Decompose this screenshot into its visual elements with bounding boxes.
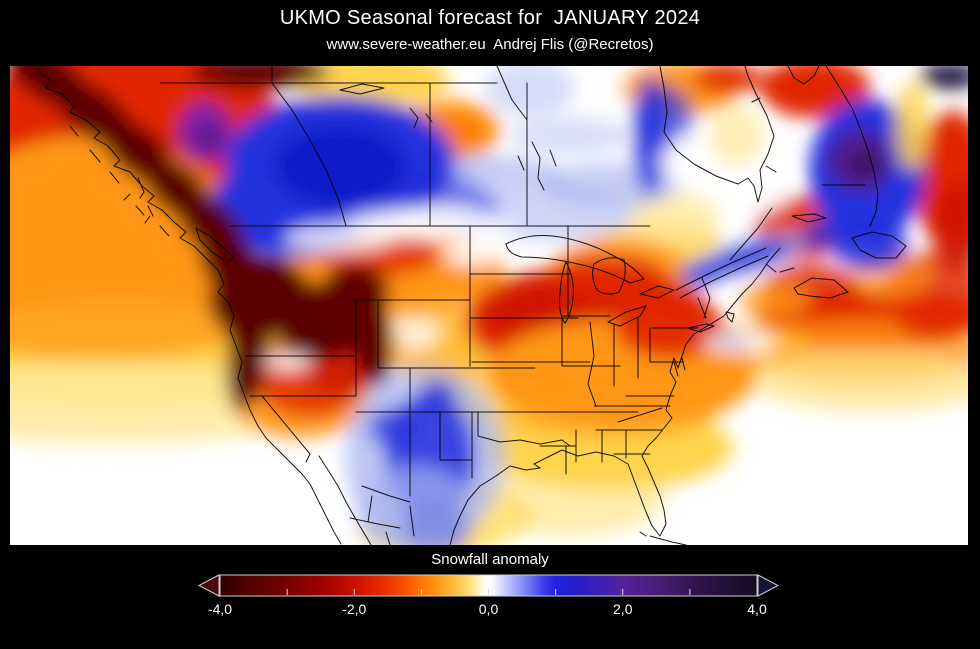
anomaly-blob [849,150,881,178]
coastline-east-gulf [449,247,781,545]
anomaly-blob [693,66,763,94]
lake-ontario [639,285,675,299]
colorbar-tick-label: -4,0 [208,601,232,617]
vancouver-island [195,227,235,263]
ungava-bay [787,66,820,85]
anomaly-blob [351,290,393,386]
border-bc-alberta [271,66,347,227]
colorbar-minor-ticks [286,589,691,595]
hudson-bay-coast [659,66,775,203]
anomaly-blob [832,222,908,270]
border-sask-manitoba [496,66,528,227]
colorbar-title: Snowfall anomaly [431,551,549,568]
colorbar-right-arrow [757,574,780,597]
page-title: UKMO Seasonal forecast for JANUARY 2024 [279,7,701,29]
lake-superior [505,235,645,284]
anomaly-blob [285,224,395,252]
snowfall-anomaly-map [10,66,968,545]
anomaly-blob [714,162,790,214]
mexico-state-lines [349,485,415,545]
colorbar-tick-label: 2,0 [613,601,633,617]
lake-athabasca [339,83,385,95]
nova-scotia [793,277,849,299]
anomaly-blob [696,240,794,276]
anomaly-blob [190,66,330,88]
cape-cod [725,311,735,323]
anomaly-blob [550,253,670,303]
anomaly-blob [708,106,764,166]
border-ontario-quebec [729,207,773,261]
state-borders-east [575,297,707,463]
colorbar-left-arrow [197,574,220,597]
anomaly-blob [752,351,968,411]
anomaly-blob [396,320,440,348]
lake-erie [607,305,647,327]
anomaly-blob [895,81,929,171]
lake-huron [592,257,626,295]
state-borders-west [245,225,639,497]
anomaly-blob [290,66,450,106]
anomaly-blob [920,66,968,89]
anomaly-blob [264,355,312,369]
anomaly-blob [420,380,456,412]
anomaly-blob [368,408,420,448]
anticosti-island [791,213,827,223]
reindeer-lake [409,107,433,129]
colorbar-tick-label: 0,0 [479,601,499,617]
quebec-lakes [701,97,777,319]
labrador-coast [825,66,879,227]
chesapeake-bay [673,357,686,377]
coastline-gulf-california [318,455,372,545]
anomaly-blob [680,262,720,286]
anomaly-blob [714,336,750,348]
colorbar-tick-labels: -4,0 -2,0 0,0 2,0 4,0 [208,601,767,617]
pei-new-brunswick [765,263,795,273]
anomaly-blob [740,283,810,319]
anomaly-blob [10,269,270,359]
lake-michigan [559,261,574,324]
forecast-map [10,66,968,545]
credit-line: www.severe-weather.eu Andrej Flis (@Recr… [326,36,654,53]
cuba [639,531,687,545]
anomaly-blob [637,86,693,156]
anomaly-blob [195,124,221,152]
anomaly-blob [275,126,405,206]
colorbar: -4,0 -2,0 0,0 2,0 4,0 [197,574,780,617]
state-borders-plains [469,225,621,475]
long-island [687,323,715,333]
lake-winnipeg [517,141,557,191]
anomaly-blob [760,66,870,118]
anomaly-blob [444,242,500,266]
anomaly-blob [510,116,630,156]
map-borders [37,66,907,545]
anomaly-blob [932,181,968,271]
newfoundland [851,231,907,259]
colorbar-tick-label: 4,0 [747,601,767,617]
st-lawrence-river [675,247,769,299]
alaska-islands [69,125,170,237]
colorbar-tick-label: -2,0 [342,601,366,617]
anomaly-blob [485,66,575,116]
coastline-west [37,69,342,545]
